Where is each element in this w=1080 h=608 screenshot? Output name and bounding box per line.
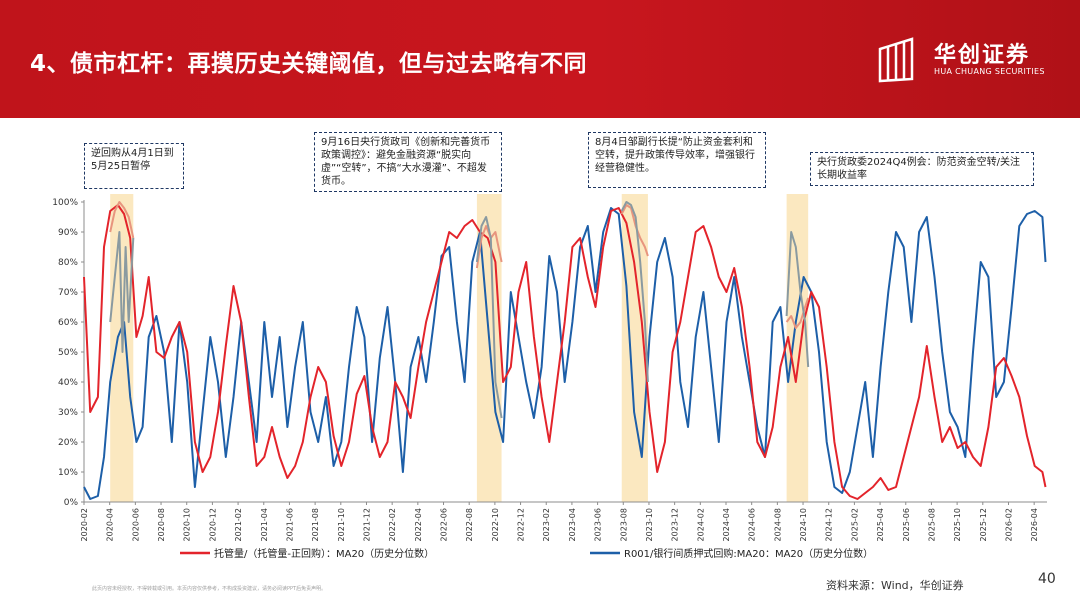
annotation-pboc-sep: 9月16日央行货政司《创新和完善货币政策调控》：避免金融资源“脱实向虚”“空转”… (314, 132, 502, 192)
y-tick-label: 70% (58, 288, 78, 298)
x-tick-label: 2020-08 (157, 508, 166, 541)
logo-text-cn: 华创证券 (934, 43, 1031, 68)
y-tick-label: 10% (58, 468, 78, 478)
series-leverage-line (83, 204, 1047, 500)
x-tick-label: 2025-04 (876, 508, 885, 541)
highlight-r001-segment-0 (109, 231, 135, 353)
annotation-aug4: 8月4日邹副行长提“防止资金套利和空转，提升政策传导效率，增强银行经营稳健性。 (588, 132, 766, 188)
x-tick-label: 2023-10 (645, 508, 654, 541)
y-tick-label: 80% (58, 258, 78, 268)
x-tick-label: 2020-12 (208, 508, 217, 541)
page-number: 40 (1038, 571, 1056, 587)
x-tick-label: 2021-12 (362, 508, 371, 541)
x-tick-label: 2020-04 (106, 508, 115, 541)
y-tick-label: 40% (58, 378, 78, 388)
disclaimer-text: 此页内容未经授权，不得转载或引用。本页内容仅供参考，不构成投资建议，请务必阅读P… (92, 586, 327, 592)
x-tick-label: 2022-06 (440, 508, 449, 541)
highlight-r001-segment-3 (785, 231, 810, 368)
highlight-leverage-segment-0 (109, 201, 135, 239)
company-logo: 华创证券 HUA CHUANG SECURITIES (872, 35, 1062, 87)
y-tick-label: 50% (58, 348, 78, 358)
highlight-r001-segment-2 (620, 201, 649, 383)
x-tick-label: 2023-06 (594, 508, 603, 541)
y-tick-label: 30% (58, 408, 78, 418)
annotation-reverse-repo: 逆回购从4月1日到5月25日暂停 (84, 143, 184, 189)
page-title: 4、债市杠杆：再摸历史关键阈值，但与过去略有不同 (30, 51, 588, 77)
x-tick-label: 2022-10 (491, 508, 500, 541)
x-tick-label: 2023-02 (542, 508, 551, 541)
y-tick-label: 60% (58, 318, 78, 328)
x-tick-label: 2022-08 (465, 508, 474, 541)
x-tick-label: 2021-06 (285, 508, 294, 541)
shaded-period-3 (786, 194, 809, 502)
x-tick-label: 2020-10 (183, 508, 192, 541)
header-banner: 4、债市杠杆：再摸历史关键阈值，但与过去略有不同 华创证券 HUA CHUANG… (0, 0, 1080, 118)
y-tick-label: 90% (58, 228, 78, 238)
x-tick-label: 2025-06 (902, 508, 911, 541)
x-tick-label: 2024-08 (773, 508, 782, 541)
series-r001-line (83, 207, 1047, 500)
x-tick-label: 2020-02 (80, 508, 89, 541)
legend-label-r001: R001/银行间质押式回购:MA20：MA20（历史分位数） (624, 547, 873, 560)
x-tick-label: 2023-04 (568, 508, 577, 541)
y-tick-label: 20% (58, 438, 78, 448)
x-tick-label: 2024-12 (825, 508, 834, 541)
x-tick-label: 2025-02 (850, 508, 859, 541)
x-tick-label: 2021-10 (337, 508, 346, 541)
highlight-leverage-segment-3 (785, 297, 810, 329)
x-tick-label: 2024-10 (799, 508, 808, 541)
x-tick-label: 2023-08 (619, 508, 628, 541)
source-note: 资料来源：Wind，华创证券 (826, 579, 964, 592)
x-tick-label: 2020-06 (131, 508, 140, 541)
x-tick-label: 2022-12 (517, 508, 526, 541)
x-tick-label: 2022-04 (414, 508, 423, 541)
x-tick-label: 2021-04 (260, 508, 269, 541)
highlight-r001-segment-1 (475, 216, 503, 419)
x-tick-label: 2026-04 (1030, 508, 1039, 541)
x-tick-label: 2024-02 (696, 508, 705, 541)
logo-text-en: HUA CHUANG SECURITIES (934, 67, 1045, 76)
x-tick-label: 2025-08 (927, 508, 936, 541)
logo-mark-icon (878, 37, 914, 83)
x-tick-label: 2024-04 (722, 508, 731, 541)
x-tick-label: 2025-10 (953, 508, 962, 541)
annotation-2024q4: 央行货政委2024Q4例会：防范资金空转/关注长期收益率 (810, 152, 1034, 186)
x-tick-label: 2022-02 (388, 508, 397, 541)
x-tick-label: 2026-02 (1004, 508, 1013, 541)
x-tick-label: 2025-12 (979, 508, 988, 541)
x-tick-label: 2021-08 (311, 508, 320, 541)
x-tick-label: 2023-12 (671, 508, 680, 541)
y-tick-label: 0% (64, 498, 79, 508)
legend-label-leverage: 托管量/（托管量-正回购）：MA20（历史分位数） (214, 547, 434, 560)
x-tick-label: 2024-06 (748, 508, 757, 541)
y-tick-label: 100% (52, 198, 78, 208)
x-tick-label: 2021-02 (234, 508, 243, 541)
